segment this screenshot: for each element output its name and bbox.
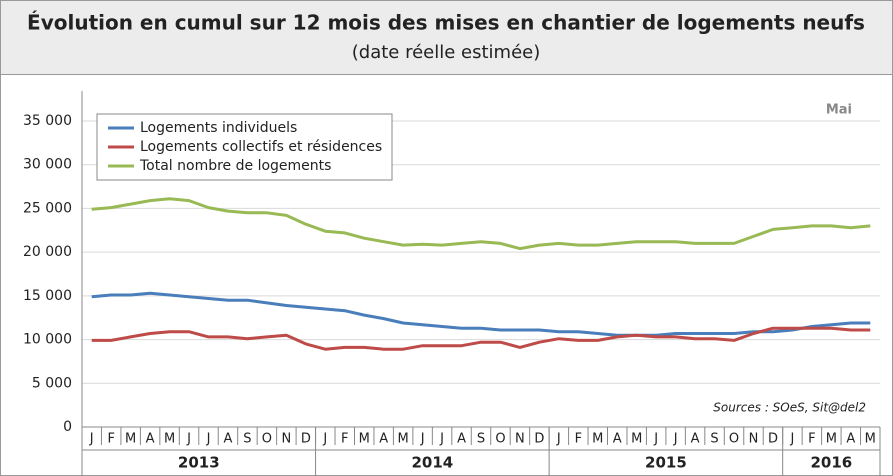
x-tick-label: A: [379, 432, 388, 447]
x-tick-label: J: [673, 432, 678, 447]
x-tick-label: F: [341, 432, 348, 447]
x-tick-label: J: [186, 432, 191, 447]
x-tick-label: D: [301, 432, 311, 447]
x-tick-label: M: [125, 432, 136, 447]
x-tick-label: O: [262, 432, 272, 447]
x-tick-label: J: [789, 432, 794, 447]
y-tick-label: 30 000: [23, 157, 72, 173]
y-tick-label: 5 000: [32, 375, 72, 391]
x-tick-label: M: [631, 432, 642, 447]
x-tick-label: J: [322, 432, 327, 447]
legend-label: Total nombre de logements: [139, 158, 331, 174]
x-tick-label: A: [146, 432, 155, 447]
x-tick-label: A: [224, 432, 233, 447]
year-label: 2016: [810, 454, 852, 472]
x-tick-label: J: [653, 432, 658, 447]
x-tick-label: J: [420, 432, 425, 447]
x-tick-label: A: [613, 432, 622, 447]
x-tick-label: O: [729, 432, 739, 447]
x-tick-label: M: [164, 432, 175, 447]
x-tick-label: A: [457, 432, 466, 447]
x-tick-label: S: [710, 432, 718, 447]
x-tick-label: J: [206, 432, 211, 447]
x-tick-label: M: [865, 432, 876, 447]
x-tick-label: M: [592, 432, 603, 447]
year-label: 2014: [411, 454, 453, 472]
year-label: 2013: [178, 454, 220, 472]
x-tick-label: A: [691, 432, 700, 447]
year-label: 2015: [645, 454, 687, 472]
x-tick-label: N: [281, 432, 291, 447]
x-tick-label: M: [826, 432, 837, 447]
legend-label: Logements collectifs et résidences: [140, 139, 382, 155]
y-tick-label: 20 000: [23, 244, 72, 260]
month-note: Mai: [826, 103, 852, 118]
x-tick-label: D: [768, 432, 778, 447]
y-tick-label: 35 000: [23, 113, 72, 129]
x-tick-label: S: [243, 432, 251, 447]
x-tick-label: J: [89, 432, 94, 447]
x-tick-label: F: [107, 432, 114, 447]
x-tick-label: M: [398, 432, 409, 447]
x-tick-label: N: [515, 432, 525, 447]
x-tick-label: N: [749, 432, 759, 447]
y-tick-label: 10 000: [23, 332, 72, 348]
series-line: [91, 326, 871, 351]
chart-subtitle: (date réelle estimée): [352, 42, 541, 63]
source-note: Sources : SOeS, Sit@del2: [713, 401, 866, 415]
x-tick-label: J: [556, 432, 561, 447]
y-tick-label: 0: [63, 419, 72, 435]
x-tick-label: M: [359, 432, 370, 447]
x-tick-label: F: [575, 432, 582, 447]
series-line: [91, 197, 871, 251]
series-line: [91, 291, 871, 337]
x-tick-label: J: [439, 432, 444, 447]
x-tick-label: D: [534, 432, 544, 447]
legend-label: Logements individuels: [140, 120, 297, 136]
x-tick-label: F: [808, 432, 815, 447]
x-tick-label: A: [846, 432, 855, 447]
title-band: [0, 0, 893, 75]
x-tick-label: O: [495, 432, 505, 447]
y-tick-label: 25 000: [23, 200, 72, 216]
y-tick-label: 15 000: [23, 288, 72, 304]
chart-title: Évolution en cumul sur 12 mois des mises…: [27, 11, 865, 35]
legend-box: [96, 113, 393, 181]
x-tick-label: S: [477, 432, 485, 447]
